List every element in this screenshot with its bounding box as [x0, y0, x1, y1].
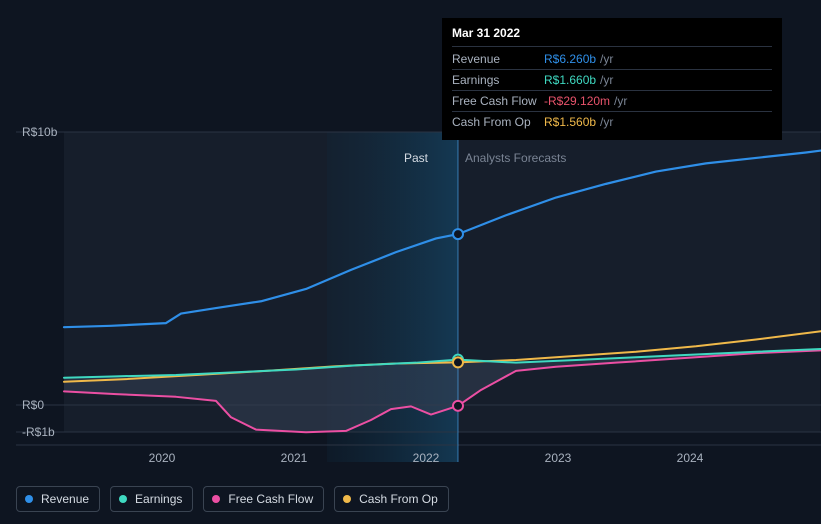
legend-item-revenue[interactable]: Revenue	[16, 486, 100, 512]
tooltip-value: R$1.560b	[544, 113, 596, 131]
legend-item-earnings[interactable]: Earnings	[110, 486, 193, 512]
x-axis-label: 2023	[545, 451, 572, 465]
tooltip-row-earnings: Earnings R$1.660b /yr	[452, 70, 772, 91]
legend-item-fcf[interactable]: Free Cash Flow	[203, 486, 324, 512]
tooltip-unit: /yr	[600, 50, 613, 68]
tooltip-unit: /yr	[614, 92, 627, 110]
tooltip-row-cfo: Cash From Op R$1.560b /yr	[452, 112, 772, 132]
tooltip-label: Free Cash Flow	[452, 92, 544, 110]
chart-legend: Revenue Earnings Free Cash Flow Cash Fro…	[16, 486, 449, 512]
legend-label: Revenue	[41, 492, 89, 506]
legend-dot-icon	[343, 495, 351, 503]
x-axis-label: 2020	[149, 451, 176, 465]
legend-dot-icon	[119, 495, 127, 503]
legend-dot-icon	[212, 495, 220, 503]
y-axis-label: R$0	[22, 398, 44, 412]
legend-item-cfo[interactable]: Cash From Op	[334, 486, 449, 512]
tooltip-value: R$6.260b	[544, 50, 596, 68]
tooltip-value: -R$29.120m	[544, 92, 610, 110]
tooltip-unit: /yr	[600, 71, 613, 89]
tooltip-unit: /yr	[600, 113, 613, 131]
chart-tooltip: Mar 31 2022 Revenue R$6.260b /yr Earning…	[442, 18, 782, 140]
legend-label: Earnings	[135, 492, 182, 506]
tooltip-value: R$1.660b	[544, 71, 596, 89]
tooltip-row-fcf: Free Cash Flow -R$29.120m /yr	[452, 91, 772, 112]
tooltip-label: Revenue	[452, 50, 544, 68]
x-axis-label: 2024	[677, 451, 704, 465]
tooltip-date: Mar 31 2022	[452, 24, 772, 47]
period-label-forecast: Analysts Forecasts	[465, 151, 566, 165]
legend-dot-icon	[25, 495, 33, 503]
tooltip-label: Earnings	[452, 71, 544, 89]
tooltip-row-revenue: Revenue R$6.260b /yr	[452, 49, 772, 70]
x-axis-label: 2021	[281, 451, 308, 465]
tooltip-label: Cash From Op	[452, 113, 544, 131]
legend-label: Free Cash Flow	[228, 492, 313, 506]
period-label-past: Past	[404, 151, 428, 165]
legend-label: Cash From Op	[359, 492, 438, 506]
y-axis-label: R$10b	[22, 125, 57, 139]
y-axis-label: -R$1b	[22, 425, 55, 439]
x-axis-label: 2022	[413, 451, 440, 465]
